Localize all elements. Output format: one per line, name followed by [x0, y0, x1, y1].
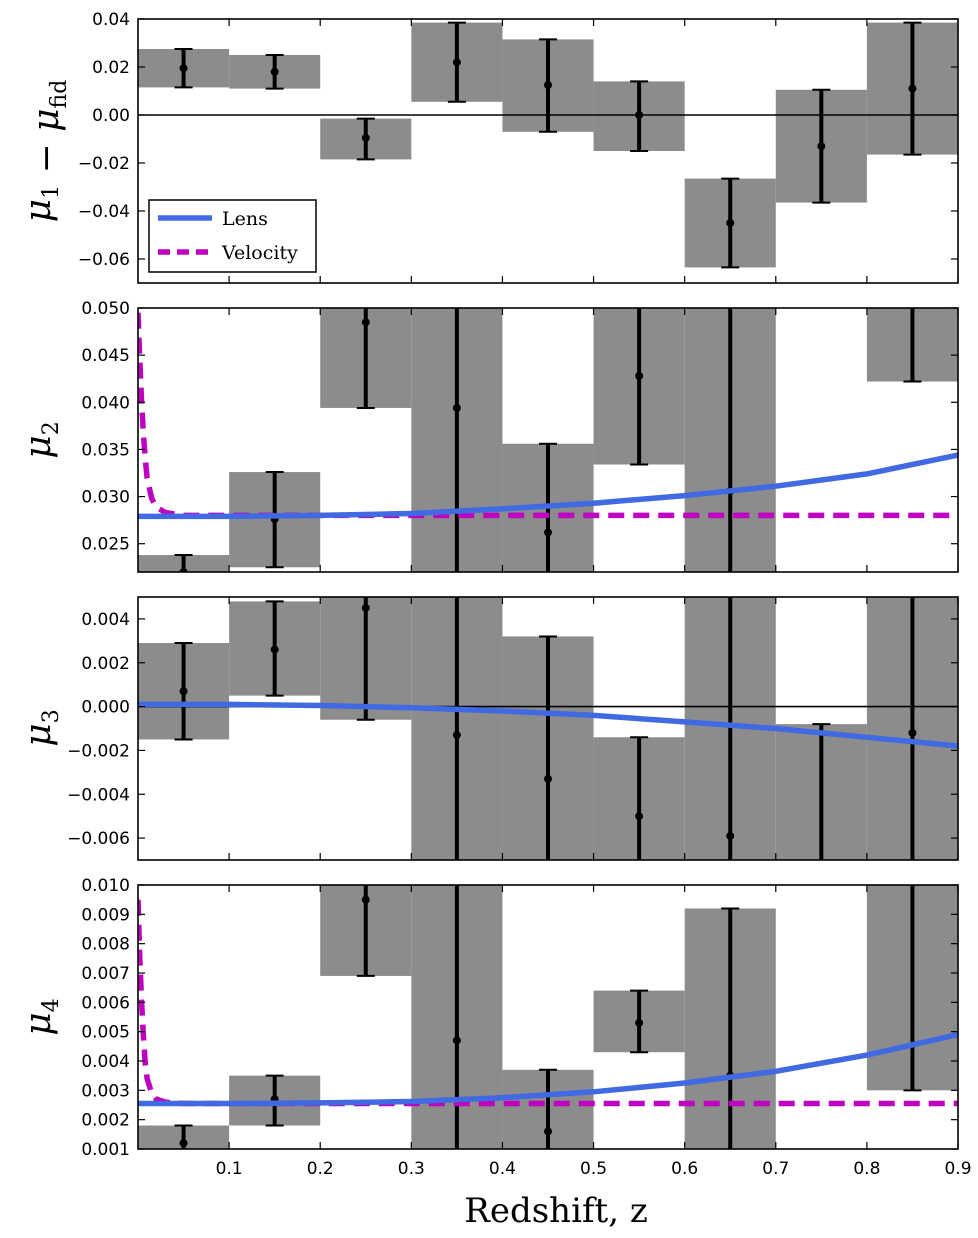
y-tick-label: 0.04: [92, 10, 130, 30]
y-tick-label: 0.005: [81, 1023, 130, 1043]
data-point: [544, 774, 552, 783]
y-tick-label: 0.045: [81, 346, 130, 366]
y-axis-label: μ3: [18, 709, 64, 746]
panel-frame: [137, 307, 959, 573]
y-tick-label: 0.007: [81, 964, 130, 984]
y-axis-label: μ4: [18, 998, 64, 1035]
y-tick-label: 0.008: [81, 935, 130, 955]
y-tick-label: 0.050: [81, 299, 130, 319]
plot-area: [138, 21, 958, 269]
data-point: [452, 403, 461, 412]
y-tick-label: 0.006: [81, 993, 130, 1013]
y-tick-label: −0.004: [67, 785, 130, 805]
data-point: [361, 133, 370, 142]
data-point: [726, 831, 735, 840]
panel-2: 0.025 0.030 0.035 0.040 0.045 0.050 μ2: [18, 285, 959, 573]
lens-curve: [138, 1031, 958, 1107]
data-point: [179, 1139, 188, 1148]
data-point: [361, 318, 370, 327]
y-tick-label: 0.004: [81, 610, 130, 630]
data-point: [179, 568, 188, 572]
lens-curve: [138, 701, 958, 749]
data-point: [544, 81, 552, 89]
plot-area: [138, 597, 958, 860]
data-point: [908, 285, 916, 293]
data-point: [452, 731, 461, 740]
y-axis-label: μ2: [18, 421, 64, 458]
y-tick-label: 0.004: [81, 1052, 130, 1072]
x-tick-label: 0.6: [671, 1159, 698, 1179]
data-point: [179, 64, 188, 73]
x-tick-label: 0.7: [762, 1159, 789, 1179]
data-point: [361, 603, 370, 612]
panel-4: 0.001 0.002 0.003 0.004 0.005 0.006 0.007 0.008…: [18, 876, 972, 1179]
x-tick-label: 0.3: [398, 1159, 425, 1179]
y-tick-label: −0.006: [67, 829, 130, 849]
legend-label-lens: Lens: [222, 208, 268, 230]
y-tick-label: 0.035: [81, 440, 130, 460]
y-tick-label: 0.025: [81, 535, 130, 555]
data-point: [817, 142, 826, 151]
y-tick-label: 0.001: [81, 1140, 130, 1160]
y-tick-label: −0.02: [78, 154, 130, 174]
data-point: [635, 812, 644, 821]
velocity-curve: [138, 899, 958, 1107]
y-tick-label: 0.002: [81, 654, 130, 674]
y-tick-label: 0.003: [81, 1081, 130, 1101]
y-tick-label: 0.00: [92, 106, 130, 126]
data-point: [544, 1127, 552, 1136]
data-point: [635, 371, 644, 380]
y-tick-label: 0.030: [81, 488, 130, 508]
data-point: [635, 111, 644, 119]
y-tick-label: 0.009: [81, 905, 130, 925]
y-tick-label: −0.04: [78, 202, 130, 222]
y-tick-label: −0.002: [67, 741, 130, 761]
data-point: [361, 895, 370, 904]
y-tick-label: 0.002: [81, 1111, 130, 1131]
data-point: [452, 1036, 461, 1045]
x-tick-label: 0.2: [307, 1159, 334, 1179]
data-point: [270, 645, 279, 654]
data-point: [726, 219, 735, 227]
data-point: [908, 728, 917, 737]
y-tick-label: −0.06: [78, 250, 130, 270]
plot-area: [138, 885, 958, 1149]
y-tick-label: 0.000: [81, 698, 130, 718]
legend: Lens Velocity: [148, 199, 317, 273]
y-tick-label: 0.010: [81, 876, 130, 896]
data-point: [635, 1018, 644, 1027]
x-tick-label: 0.1: [216, 1159, 243, 1179]
data-point: [179, 687, 188, 696]
panel-frame: [137, 18, 959, 284]
x-tick-label: 0.4: [489, 1159, 516, 1179]
y-tick-label: 0.040: [81, 393, 130, 413]
y-axis-label: μ1 − μfid: [18, 80, 72, 223]
data-point: [908, 84, 917, 93]
legend-label-velocity: Velocity: [221, 242, 298, 264]
data-point: [270, 67, 279, 76]
x-tick-label: 0.5: [580, 1159, 607, 1179]
panel-frame: [137, 596, 959, 861]
velocity-curve: [138, 312, 958, 519]
plot-area: [138, 285, 958, 572]
lens-curve: [138, 452, 958, 520]
x-axis-label: Redshift, z: [464, 1191, 647, 1231]
legend-box: [148, 199, 317, 273]
x-tick-label: 0.8: [853, 1159, 880, 1179]
panel-3: −0.006 −0.004 −0.002 0.000 0.002 0.004 μ3: [18, 596, 959, 861]
panel-1: −0.06 −0.04 −0.02 0.00 0.02 0.04 μ1 − μfid: [18, 10, 959, 284]
x-tick-label: 0.9: [944, 1159, 971, 1179]
y-tick-label: 0.02: [92, 58, 130, 78]
data-point: [452, 58, 461, 67]
data-point: [544, 528, 552, 537]
panel-frame: [137, 884, 959, 1150]
